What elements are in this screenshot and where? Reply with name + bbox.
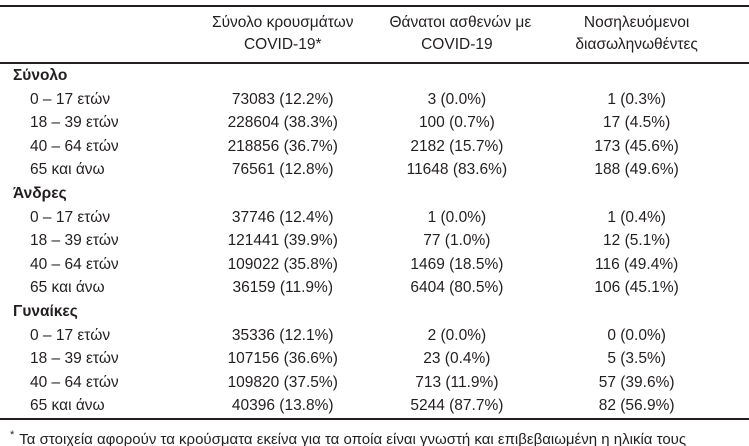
age-group-label: 40 – 64 ετών bbox=[30, 373, 119, 391]
deaths-value: 713 (11.9%) bbox=[415, 373, 499, 391]
cases-value: 73083 (12.2%) bbox=[231, 90, 334, 108]
section-header-row: Σύνολο bbox=[0, 63, 749, 88]
deaths-value: 100 (0.7%) bbox=[418, 114, 495, 132]
age-group-label: 0 – 17 ετών bbox=[30, 208, 111, 226]
cases-value: 37746 (12.4%) bbox=[231, 208, 334, 226]
column-header-line: Νοσηλευόμενοι bbox=[583, 14, 690, 31]
cases-value: 40396 (13.8%) bbox=[231, 397, 334, 415]
deaths-value: 2 (0.0%) bbox=[427, 326, 487, 344]
footnote-text: Τα στοιχεία αφορούν τα κρούσματα εκείνα … bbox=[19, 430, 687, 446]
section-label: Άνδρες bbox=[13, 184, 67, 202]
age-group-label: 18 – 39 ετών bbox=[30, 350, 119, 368]
deaths-value: 1 (0.0%) bbox=[427, 208, 487, 226]
intubated-value: 0 (0.0%) bbox=[607, 326, 666, 344]
age-group-label: 0 – 17 ετών bbox=[30, 326, 111, 344]
table-header: Σύνολο κρουσμάτων COVID-19* Θάνατοι ασθε… bbox=[0, 6, 749, 63]
intubated-value: 57 (39.6%) bbox=[598, 373, 675, 391]
deaths-value: 2182 (15.7%) bbox=[410, 137, 504, 155]
intubated-value: 5 (3.5%) bbox=[607, 350, 666, 368]
section-label: Σύνολο bbox=[13, 67, 68, 84]
intubated-value: 1 (0.4%) bbox=[607, 208, 666, 226]
column-header-intubated: Νοσηλευόμενοι διασωληνωθέντες bbox=[524, 6, 749, 63]
deaths-value: 3 (0.0%) bbox=[427, 90, 487, 108]
age-group-label: 0 – 17 ετών bbox=[30, 90, 111, 108]
column-header-line: Σύνολο κρουσμάτων bbox=[212, 14, 354, 31]
cases-value: 228604 (38.3%) bbox=[227, 114, 338, 132]
age-group-label: 18 – 39 ετών bbox=[30, 114, 119, 132]
section-header-row: Άνδρες bbox=[0, 182, 749, 206]
table-row: 40 – 64 ετών 218856 (36.7%) 2182 (15.7%) 17… bbox=[0, 135, 749, 159]
age-group-label: 65 και άνω bbox=[30, 279, 105, 297]
section-header-row: Γυναίκες bbox=[0, 300, 749, 324]
table-row: 40 – 64 ετών 109820 (37.5%) 713 (11.9%) 57 … bbox=[0, 371, 749, 395]
deaths-value: 5244 (87.7%) bbox=[410, 397, 504, 415]
deaths-value: 77 (1.0%) bbox=[423, 232, 491, 250]
footnote: * Τα στοιχεία αφορούν τα κρούσματα εκείνα… bbox=[0, 417, 749, 446]
cases-value: 76561 (12.8%) bbox=[231, 161, 334, 179]
footnote-asterisk: * bbox=[10, 428, 15, 441]
column-header-line: Θάνατοι ασθενών με bbox=[389, 14, 532, 31]
column-header-empty bbox=[0, 6, 176, 63]
intubated-value: 82 (56.9%) bbox=[598, 397, 675, 415]
cases-value: 121441 (39.9%) bbox=[227, 232, 338, 250]
deaths-value: 11648 (83.6%) bbox=[406, 161, 508, 179]
deaths-value: 23 (0.4%) bbox=[423, 350, 491, 368]
age-group-label: 65 και άνω bbox=[30, 397, 105, 415]
intubated-value: 188 (49.6%) bbox=[594, 161, 679, 179]
cases-value: 109820 (37.5%) bbox=[227, 373, 338, 391]
section-label: Γυναίκες bbox=[13, 302, 78, 320]
intubated-value: 106 (45.1%) bbox=[594, 279, 679, 297]
table-row: 40 – 64 ετών 109022 (35.8%) 1469 (18.5%) 11… bbox=[0, 253, 749, 277]
cases-value: 35336 (12.1%) bbox=[231, 326, 334, 344]
table-row: 65 και άνω 36159 (11.9%) 6404 (80.5%) 106 (… bbox=[0, 276, 749, 300]
table-row: 65 και άνω 40396 (13.8%) 5244 (87.7%) 82 (5… bbox=[0, 394, 749, 418]
age-group-label: 18 – 39 ετών bbox=[30, 232, 119, 250]
deaths-value: 6404 (80.5%) bbox=[410, 279, 504, 297]
intubated-value: 17 (4.5%) bbox=[603, 114, 671, 132]
intubated-value: 116 (49.4%) bbox=[594, 255, 679, 273]
cases-value: 107156 (36.6%) bbox=[227, 350, 338, 368]
table-row: 18 – 39 ετών 121441 (39.9%) 77 (1.0%) 12 (5… bbox=[0, 229, 749, 253]
intubated-value: 1 (0.3%) bbox=[607, 90, 666, 108]
intubated-value: 12 (5.1%) bbox=[603, 232, 671, 250]
age-group-label: 40 – 64 ετών bbox=[30, 255, 119, 273]
column-header-line: COVID-19* bbox=[243, 35, 322, 53]
age-group-label: 65 και άνω bbox=[30, 161, 105, 179]
table-row: 0 – 17 ετών 35336 (12.1%) 2 (0.0%) 0 (0.0%) bbox=[0, 324, 749, 348]
column-header-line: διασωληνωθέντες bbox=[575, 35, 698, 53]
cases-value: 218856 (36.7%) bbox=[227, 137, 338, 155]
table-row: 0 – 17 ετών 73083 (12.2%) 3 (0.0%) 1 (0.3%) bbox=[0, 88, 749, 112]
covid-age-sex-table: Σύνολο κρουσμάτων COVID-19* Θάνατοι ασθε… bbox=[0, 5, 749, 418]
table-row: 18 – 39 ετών 228604 (38.3%) 100 (0.7%) 17 (… bbox=[0, 111, 749, 135]
age-group-label: 40 – 64 ετών bbox=[30, 137, 119, 155]
cases-value: 36159 (11.9%) bbox=[232, 279, 333, 297]
column-header-line: COVID-19 bbox=[421, 35, 493, 53]
deaths-value: 1469 (18.5%) bbox=[410, 255, 504, 273]
table-row: 18 – 39 ετών 107156 (36.6%) 23 (0.4%) 5 (3.… bbox=[0, 347, 749, 371]
table-header-row: Σύνολο κρουσμάτων COVID-19* Θάνατοι ασθε… bbox=[0, 6, 749, 63]
table-body: Σύνολο 0 – 17 ετών 73083 (12.2%) 3 (0.0%) 1 … bbox=[0, 63, 749, 418]
cases-value: 109022 (35.8%) bbox=[227, 255, 338, 273]
table-row: 0 – 17 ετών 37746 (12.4%) 1 (0.0%) 1 (0.4%) bbox=[0, 206, 749, 230]
column-header-deaths: Θάνατοι ασθενών με COVID-19 bbox=[389, 6, 532, 63]
column-header-cases: Σύνολο κρουσμάτων COVID-19* bbox=[176, 6, 389, 63]
intubated-value: 173 (45.6%) bbox=[594, 137, 679, 155]
table-row: 65 και άνω 76561 (12.8%) 11648 (83.6%) 188 … bbox=[0, 158, 749, 182]
